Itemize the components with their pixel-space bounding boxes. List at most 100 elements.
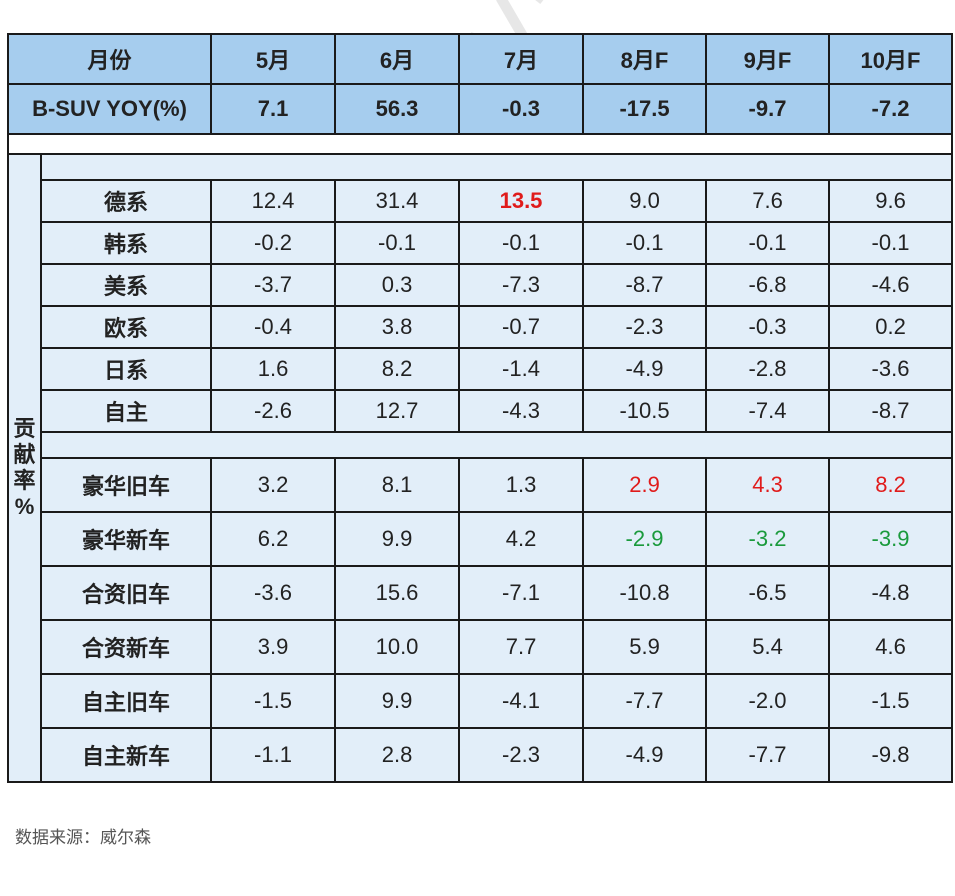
group-label-char: 率 (13, 468, 36, 493)
yoy-value: -0.3 (458, 83, 585, 135)
value-cell: -3.9 (828, 511, 954, 567)
value-cell: 8.1 (334, 457, 461, 513)
value-cell: 15.6 (334, 565, 461, 621)
row-label: 豪华旧车 (39, 457, 213, 513)
yoy-value: -7.2 (828, 83, 954, 135)
value-cell: -2.3 (458, 727, 585, 783)
value-cell: 13.5 (458, 179, 585, 223)
value-cell: -0.1 (334, 221, 461, 265)
table-row: 合资新车 3.9 10.0 7.7 5.9 5.4 4.6 (8, 619, 954, 675)
value-cell: 12.7 (334, 389, 461, 433)
value-cell: -0.1 (458, 221, 585, 265)
row-label: 美系 (39, 263, 213, 307)
month-header: 7月 (458, 33, 585, 85)
group-label-char: 贡 (13, 416, 36, 441)
month-header: 10月F (828, 33, 954, 85)
value-cell: -4.6 (828, 263, 954, 307)
contribution-table: 月份 5月 6月 7月 8月F 9月F 10月F B-SUV YOY(%) 7.… (6, 33, 954, 783)
value-cell: 0.3 (334, 263, 461, 307)
month-header-label: 月份 (6, 33, 213, 85)
value-cell: 9.0 (582, 179, 708, 223)
value-cell: -3.7 (210, 263, 337, 307)
row-label: 豪华新车 (39, 511, 213, 567)
table-row: 德系 12.4 31.4 13.5 9.0 7.6 9.6 (8, 179, 954, 223)
month-header: 9月F (705, 33, 831, 85)
value-cell: -0.1 (828, 221, 954, 265)
value-cell: 8.2 (334, 347, 461, 391)
value-cell: -7.4 (705, 389, 831, 433)
row-label: 合资新车 (39, 619, 213, 675)
value-cell: 5.4 (705, 619, 831, 675)
month-header: 5月 (210, 33, 337, 85)
value-cell: 1.3 (458, 457, 585, 513)
yoy-label: B-SUV YOY(%) (6, 83, 213, 135)
group-label-char: 献 (13, 442, 36, 467)
value-cell: -0.4 (210, 305, 337, 349)
value-cell: 2.9 (582, 457, 708, 513)
month-header: 8月F (582, 33, 708, 85)
value-cell: -4.9 (582, 727, 708, 783)
value-cell: 2.8 (334, 727, 461, 783)
value-cell: -1.4 (458, 347, 585, 391)
month-header: 6月 (334, 33, 461, 85)
value-cell: 3.9 (210, 619, 337, 675)
table-row: 豪华旧车 3.2 8.1 1.3 2.9 4.3 8.2 (8, 457, 954, 513)
value-cell: -1.5 (828, 673, 954, 729)
value-cell: 10.0 (334, 619, 461, 675)
value-cell: 3.2 (210, 457, 337, 513)
value-cell: -2.0 (705, 673, 831, 729)
value-cell: -7.7 (582, 673, 708, 729)
value-cell: -10.8 (582, 565, 708, 621)
row-label: 韩系 (39, 221, 213, 265)
value-cell: 4.6 (828, 619, 954, 675)
value-cell: -0.1 (582, 221, 708, 265)
table-row: 日系 1.6 8.2 -1.4 -4.9 -2.8 -3.6 (8, 347, 954, 391)
value-cell: -2.8 (705, 347, 831, 391)
yoy-row: B-SUV YOY(%) 7.1 56.3 -0.3 -17.5 -9.7 -7… (6, 83, 954, 135)
value-cell: 8.2 (828, 457, 954, 513)
group-top-spacer: 贡献率% (7, 153, 954, 783)
value-cell: -2.3 (582, 305, 708, 349)
header-row: 月份 5月 6月 7月 8月F 9月F 10月F (6, 33, 954, 85)
value-cell: -7.3 (458, 263, 585, 307)
value-cell: 5.9 (582, 619, 708, 675)
row-label: 德系 (39, 179, 213, 223)
group-spacer (8, 431, 954, 459)
value-cell: -6.5 (705, 565, 831, 621)
table-row: 自主新车 -1.1 2.8 -2.3 -4.9 -7.7 -9.8 (8, 727, 954, 783)
table-row: 合资旧车 -3.6 15.6 -7.1 -10.8 -6.5 -4.8 (8, 565, 954, 621)
row-label: 自主旧车 (39, 673, 213, 729)
value-cell: 7.6 (705, 179, 831, 223)
value-cell: 9.6 (828, 179, 954, 223)
value-cell: -1.1 (210, 727, 337, 783)
value-cell: 3.8 (334, 305, 461, 349)
table-row: 韩系 -0.2 -0.1 -0.1 -0.1 -0.1 -0.1 (8, 221, 954, 265)
table-row: 豪华新车 6.2 9.9 4.2 -2.9 -3.2 -3.9 (8, 511, 954, 567)
value-cell: -7.1 (458, 565, 585, 621)
value-cell: -4.9 (582, 347, 708, 391)
value-cell: 1.6 (210, 347, 337, 391)
row-label: 自主新车 (39, 727, 213, 783)
source-note: 数据来源：威尔森 (15, 828, 151, 848)
value-cell: 9.9 (334, 511, 461, 567)
value-cell: -0.7 (458, 305, 585, 349)
value-cell: -2.9 (582, 511, 708, 567)
value-cell: 4.2 (458, 511, 585, 567)
value-cell: -1.5 (210, 673, 337, 729)
value-cell: -3.6 (210, 565, 337, 621)
value-cell: 31.4 (334, 179, 461, 223)
yoy-value: -17.5 (582, 83, 708, 135)
separator-row (6, 133, 954, 155)
table-row: 自主旧车 -1.5 9.9 -4.1 -7.7 -2.0 -1.5 (8, 673, 954, 729)
value-cell: -0.3 (705, 305, 831, 349)
value-cell: -7.7 (705, 727, 831, 783)
value-cell: 7.7 (458, 619, 585, 675)
value-cell: -0.1 (705, 221, 831, 265)
value-cell: -3.6 (828, 347, 954, 391)
value-cell: 9.9 (334, 673, 461, 729)
row-label: 欧系 (39, 305, 213, 349)
value-cell: -4.8 (828, 565, 954, 621)
yoy-value: 7.1 (210, 83, 337, 135)
group-label-char: % (14, 494, 35, 519)
yoy-value: -9.7 (705, 83, 831, 135)
